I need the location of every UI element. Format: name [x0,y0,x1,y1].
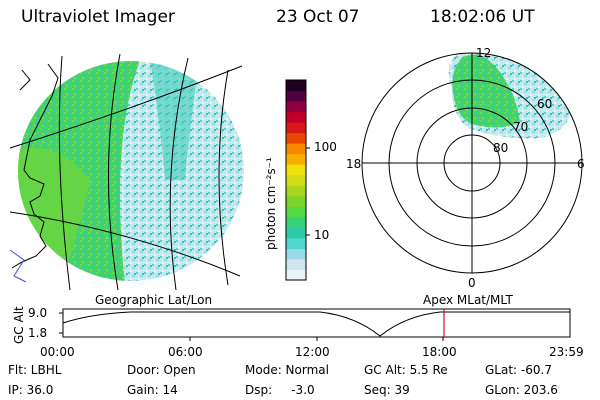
lat-label-80: 80 [493,141,509,155]
mlt-label-6: 6 [577,157,585,171]
colorbar-segment [286,132,306,144]
colorbar-segment [286,80,306,92]
colorbar-segment [286,101,306,113]
colorbar-segment [286,153,306,165]
x-tick-1800: 18:00 [422,345,457,359]
colorbar-tick-100: 100 [314,140,337,154]
colorbar-segment [286,164,306,176]
polar-plot [361,52,583,274]
colorbar-segment [286,174,306,186]
colorbar-unit-label: photon cm⁻²s⁻¹ [264,157,278,250]
x-tick-0000: 00:00 [40,345,75,359]
lat-label-70: 70 [513,120,529,134]
colorbar-segment [286,122,306,134]
glat-status: GLat: -60.7 [485,363,552,377]
x-tick-0600: 06:00 [168,345,203,359]
colorbar-segment [286,195,306,207]
seq-status: Seq: 39 [364,383,410,397]
colorbar-tick-10: 10 [314,228,330,242]
gc-alt-axis-label: GC Alt [12,306,26,344]
colorbar-segment [286,206,306,218]
ip-status: IP: 36.0 [8,383,54,397]
colorbar-segment [286,258,306,270]
x-tick-1200: 12:00 [295,345,330,359]
gc-alt-status: GC Alt: 5.5 Re [364,363,448,377]
apex-grid-label: Apex MLat/MLT [423,293,513,307]
colorbar-segment [286,237,306,249]
door-status: Door: Open [127,363,196,377]
mlt-label-12: 12 [476,46,492,60]
colorbar-segment [286,90,306,102]
geographic-image [9,53,244,291]
colorbar-segment [286,269,306,281]
colorbar-segment [286,216,306,228]
mlt-label-18: 18 [346,157,362,171]
glon-status: GLon: 203.6 [485,383,558,397]
x-tick-2359: 23:59 [549,345,584,359]
filter-status: Flt: LBHL [8,363,62,377]
dsp-status: Dsp: -3.0 [245,383,315,397]
mode-status: Mode: Normal [245,363,329,377]
colorbar-segment [286,143,306,155]
y-tick-1-8: 1.8 [28,326,48,340]
colorbar-segment [286,248,306,260]
lat-label-60: 60 [537,97,553,111]
colorbar-segment [286,227,306,239]
time-label: 18:02:06 UT [430,7,535,27]
mlt-label-0: 0 [468,276,476,290]
colorbar [285,79,310,281]
y-tick-9: 9.0 [28,306,48,320]
date-label: 23 Oct 07 [276,7,360,27]
gain-status: Gain: 14 [127,383,178,397]
geographic-grid-label: Geographic Lat/Lon [95,293,213,307]
altitude-timeline [59,308,571,341]
colorbar-segment [286,185,306,197]
instrument-title: Ultraviolet Imager [21,7,175,27]
colorbar-segment [286,111,306,123]
